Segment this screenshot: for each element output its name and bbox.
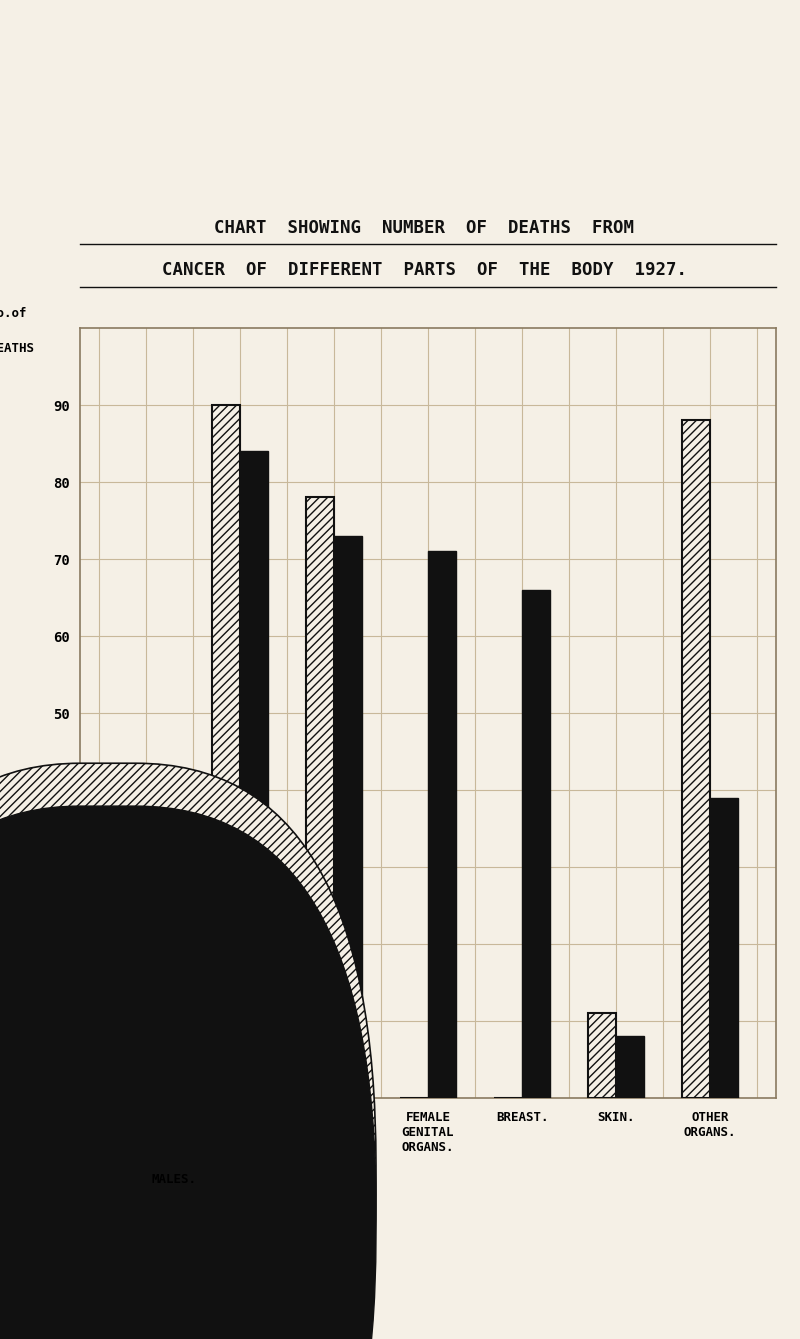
Bar [146, 1044, 174, 1098]
Bar [212, 404, 240, 1098]
Bar [428, 552, 456, 1098]
Text: No.of: No.of [0, 308, 27, 320]
Bar [240, 451, 268, 1098]
Text: MALES.: MALES. [152, 1173, 197, 1186]
Bar [616, 1036, 644, 1098]
Bar [588, 1014, 616, 1098]
Text: FEMALES.: FEMALES. [152, 1216, 212, 1229]
Bar [522, 589, 550, 1098]
Bar [682, 420, 710, 1098]
Text: CANCER  OF  DIFFERENT  PARTS  OF  THE  BODY  1927.: CANCER OF DIFFERENT PARTS OF THE BODY 19… [162, 261, 686, 280]
Bar [334, 536, 362, 1098]
Text: DEATHS: DEATHS [0, 341, 34, 355]
Text: CHART  SHOWING  NUMBER  OF  DEATHS  FROM: CHART SHOWING NUMBER OF DEATHS FROM [214, 218, 634, 237]
Bar [118, 852, 146, 1098]
Bar [710, 798, 738, 1098]
Bar [306, 497, 334, 1098]
